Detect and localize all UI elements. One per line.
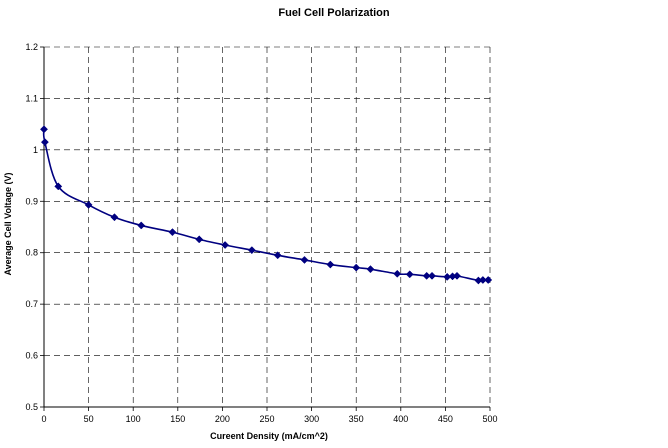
data-point-marker <box>40 125 48 134</box>
x-tick-label: 0 <box>41 414 46 424</box>
data-point-marker <box>137 221 146 230</box>
data-point-marker <box>221 241 230 249</box>
data-point-marker <box>484 276 493 284</box>
data-point-marker <box>422 271 431 280</box>
y-tick-label: 0.6 <box>25 351 38 361</box>
data-point-marker <box>326 260 335 269</box>
data-point-marker <box>352 263 361 272</box>
data-point-marker <box>110 213 119 222</box>
x-tick-label: 250 <box>259 414 274 424</box>
data-point-marker <box>247 246 256 255</box>
data-point-marker <box>273 251 282 260</box>
x-tick-label: 200 <box>215 414 230 424</box>
data-point-marker <box>40 138 49 147</box>
x-tick-label: 150 <box>170 414 185 424</box>
y-tick-label: 1 <box>33 145 38 155</box>
data-point-marker <box>428 271 436 280</box>
data-point-marker <box>453 271 461 280</box>
data-point-marker <box>478 276 487 284</box>
data-point-marker <box>54 182 63 191</box>
x-tick-label: 100 <box>126 414 141 424</box>
x-tick-label: 50 <box>84 414 94 424</box>
data-point-marker <box>168 228 177 237</box>
x-tick-label: 400 <box>393 414 408 424</box>
x-tick-label: 500 <box>482 414 497 424</box>
polarization-curve <box>42 129 489 282</box>
data-point-marker <box>366 265 375 274</box>
y-tick-label: 0.9 <box>25 196 38 206</box>
y-tick-label: 1.1 <box>25 93 38 103</box>
y-tick-label: 0.8 <box>25 248 38 258</box>
data-point-marker <box>393 269 402 278</box>
data-point-marker <box>300 255 309 264</box>
data-point-marker <box>195 235 204 244</box>
y-axis-label: Average Cell Voltage (V) <box>3 172 13 276</box>
y-tick-label: 0.5 <box>25 402 38 412</box>
x-tick-label: 350 <box>349 414 364 424</box>
data-point-marker <box>84 200 93 209</box>
y-tick-label: 1.2 <box>25 42 38 52</box>
x-tick-label: 300 <box>304 414 319 424</box>
chart-title: Fuel Cell Polarization <box>278 7 390 19</box>
y-tick-label: 0.7 <box>25 299 38 309</box>
x-axis-label: Cureent Density (mA/cm^2) <box>210 431 328 441</box>
x-tick-label: 450 <box>438 414 453 424</box>
data-point-marker <box>405 270 414 279</box>
